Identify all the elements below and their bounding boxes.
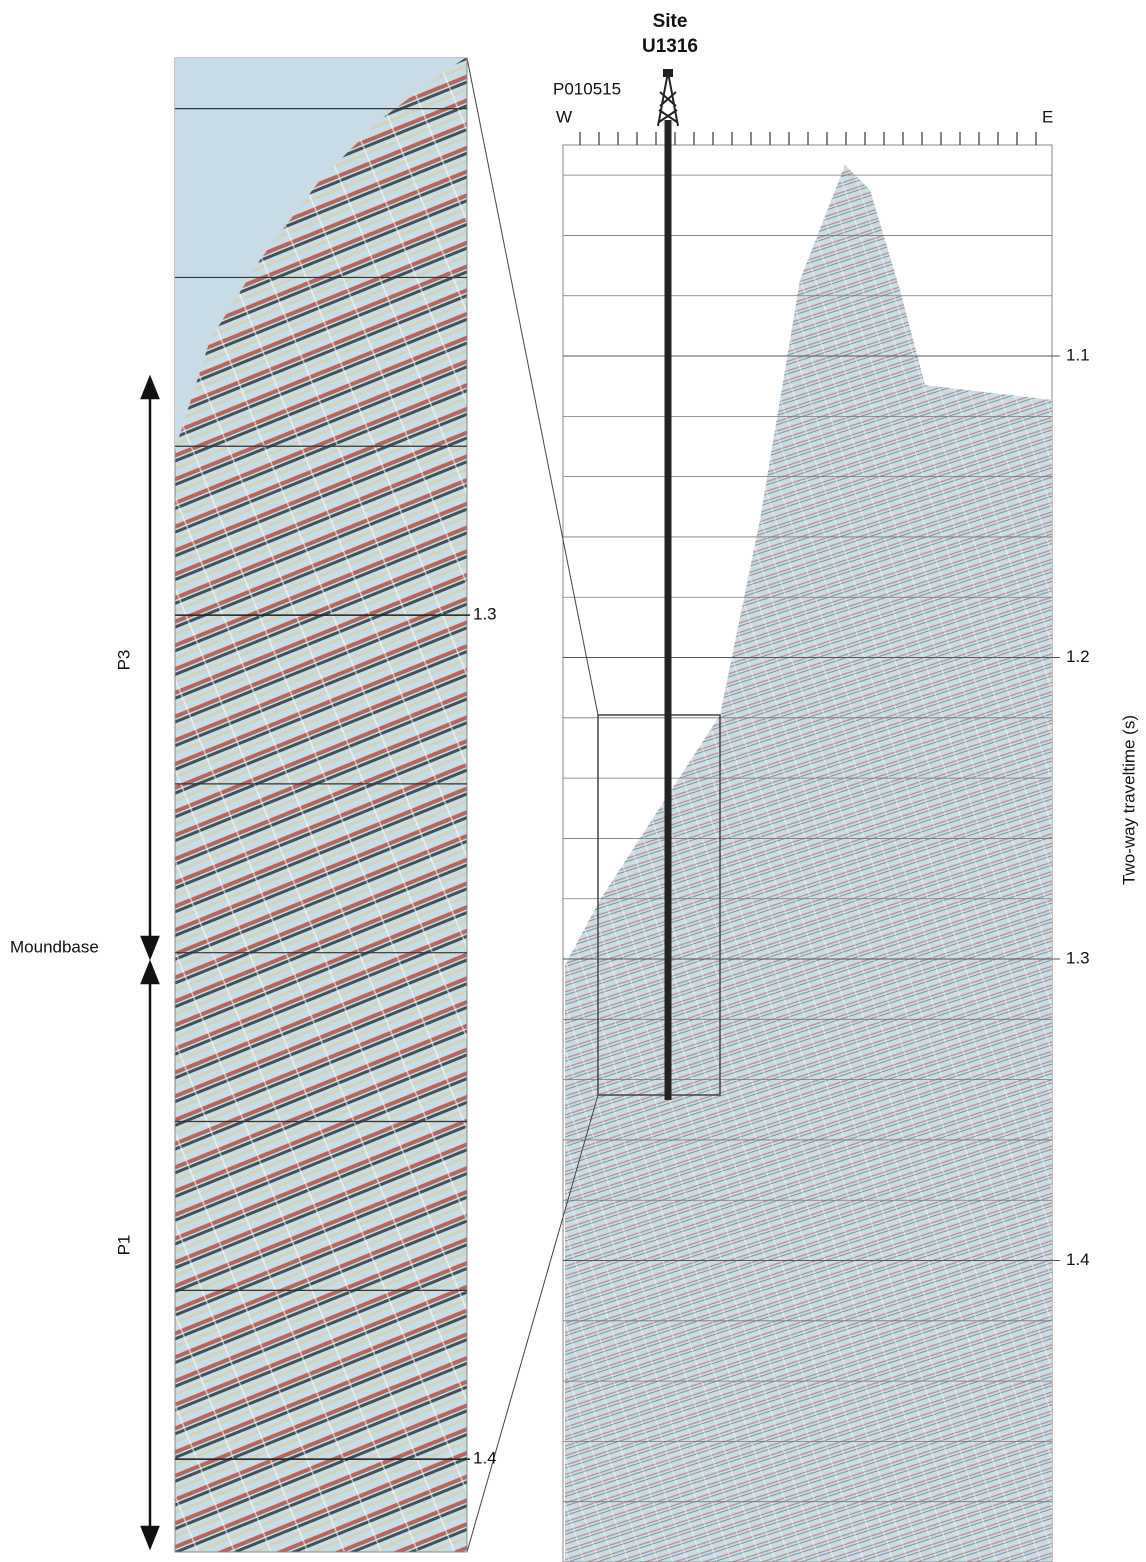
boundary-label: Moundbase — [10, 937, 99, 956]
y-tick-label: 1.1 — [1066, 346, 1090, 365]
axis-title: Two-way traveltime (s) — [1119, 715, 1138, 885]
y-tick-label: 1.4 — [1066, 1250, 1090, 1269]
unit-arrows — [140, 374, 160, 1551]
y-tick-label: 1.3 — [1066, 949, 1090, 968]
unit-label: P3 — [114, 650, 133, 671]
y-tick-label: 1.4 — [473, 1449, 497, 1468]
zoom-box — [597, 714, 721, 1096]
connector — [466, 57, 599, 716]
site-label: Site — [653, 11, 688, 32]
y-tick-label: 1.2 — [1066, 647, 1090, 666]
profile-name: P010515 — [553, 79, 621, 98]
east-label: E — [1042, 107, 1053, 126]
west-label: W — [556, 107, 572, 126]
site-name: U1316 — [642, 36, 698, 57]
y-tick-label: 1.3 — [473, 605, 497, 624]
derrick-icon — [657, 69, 679, 127]
unit-label: P1 — [114, 1235, 133, 1256]
connector — [466, 1094, 599, 1553]
mound-reflections — [565, 165, 1052, 1562]
water-column — [175, 58, 465, 450]
